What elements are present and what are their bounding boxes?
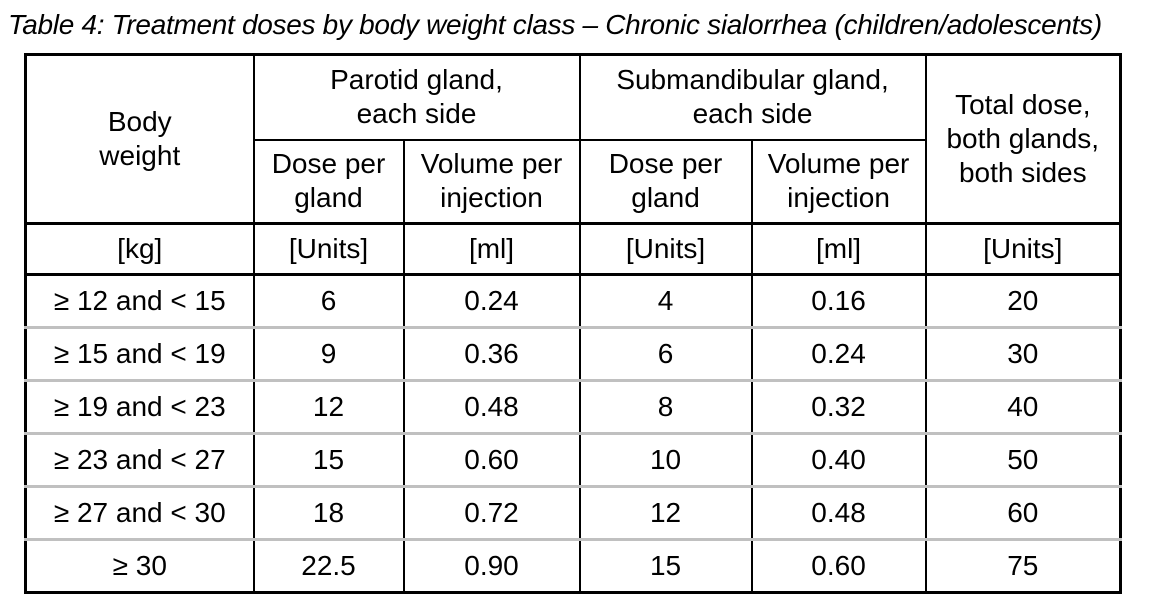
cell-submandibular-dose: 15 bbox=[578, 538, 753, 593]
table-row: ≥ 27 and < 30 18 0.72 12 0.48 60 bbox=[24, 485, 1122, 540]
unit-submandibular-dose: [Units] bbox=[578, 222, 753, 276]
header-submandibular-dose-per-gland: Dose per gland bbox=[578, 139, 753, 224]
table-row: ≥ 15 and < 19 9 0.36 6 0.24 30 bbox=[24, 326, 1122, 381]
unit-body-weight: [kg] bbox=[24, 222, 255, 276]
header-parotid-volume-per-injection: Volume per injection bbox=[402, 139, 581, 224]
unit-parotid-volume: [ml] bbox=[402, 222, 581, 276]
cell-total-dose: 30 bbox=[924, 326, 1122, 381]
cell-submandibular-volume: 0.16 bbox=[750, 274, 927, 328]
cell-body-weight: ≥ 19 and < 23 bbox=[24, 379, 255, 434]
cell-total-dose: 60 bbox=[924, 485, 1122, 540]
table-row: ≥ 23 and < 27 15 0.60 10 0.40 50 bbox=[24, 432, 1122, 487]
header-total-dose: Total dose, both glands, both sides bbox=[924, 54, 1122, 224]
cell-submandibular-dose: 10 bbox=[578, 432, 753, 487]
unit-total-dose: [Units] bbox=[924, 222, 1122, 276]
cell-parotid-volume: 0.36 bbox=[402, 326, 581, 381]
cell-parotid-dose: 12 bbox=[252, 379, 405, 434]
table-row: ≥ 12 and < 15 6 0.24 4 0.16 20 bbox=[24, 274, 1122, 328]
header-submandibular-gland: Submandibular gland, each side bbox=[578, 54, 927, 141]
cell-total-dose: 75 bbox=[924, 538, 1122, 593]
cell-parotid-dose: 9 bbox=[252, 326, 405, 381]
cell-submandibular-dose: 4 bbox=[578, 274, 753, 328]
table-row: ≥ 19 and < 23 12 0.48 8 0.32 40 bbox=[24, 379, 1122, 434]
header-row-groups: Body weight Parotid gland, each side Sub… bbox=[24, 54, 1122, 224]
cell-parotid-volume: 0.90 bbox=[402, 538, 581, 593]
cell-parotid-volume: 0.60 bbox=[402, 432, 581, 487]
header-row-subcolumns: Dose per gland Volume per injection Dose… bbox=[26, 139, 1121, 224]
cell-submandibular-volume: 0.40 bbox=[750, 432, 927, 487]
cell-submandibular-volume: 0.60 bbox=[750, 538, 927, 593]
cell-submandibular-volume: 0.32 bbox=[750, 379, 927, 434]
dose-table: Body weight Parotid gland, each side Sub… bbox=[24, 53, 1123, 594]
cell-total-dose: 50 bbox=[924, 432, 1122, 487]
cell-submandibular-dose: 12 bbox=[578, 485, 753, 540]
cell-parotid-volume: 0.48 bbox=[402, 379, 581, 434]
cell-total-dose: 20 bbox=[924, 274, 1122, 328]
cell-submandibular-dose: 6 bbox=[578, 326, 753, 381]
table-row: ≥ 30 22.5 0.90 15 0.60 75 bbox=[24, 538, 1122, 593]
table-caption: Table 4: Treatment doses by body weight … bbox=[8, 9, 1102, 40]
cell-body-weight: ≥ 30 bbox=[24, 538, 255, 593]
cell-parotid-volume: 0.72 bbox=[402, 485, 581, 540]
header-submandibular-volume-per-injection: Volume per injection bbox=[750, 139, 927, 224]
cell-parotid-dose: 22.5 bbox=[252, 538, 405, 593]
cell-body-weight: ≥ 27 and < 30 bbox=[24, 485, 255, 540]
cell-parotid-dose: 15 bbox=[252, 432, 405, 487]
header-parotid-dose-per-gland: Dose per gland bbox=[252, 139, 405, 224]
cell-parotid-dose: 6 bbox=[252, 274, 405, 328]
cell-submandibular-volume: 0.48 bbox=[750, 485, 927, 540]
cell-total-dose: 40 bbox=[924, 379, 1122, 434]
cell-submandibular-volume: 0.24 bbox=[750, 326, 927, 381]
cell-parotid-dose: 18 bbox=[252, 485, 405, 540]
unit-parotid-dose: [Units] bbox=[252, 222, 405, 276]
header-parotid-gland: Parotid gland, each side bbox=[252, 54, 581, 141]
cell-submandibular-dose: 8 bbox=[578, 379, 753, 434]
cell-parotid-volume: 0.24 bbox=[402, 274, 581, 328]
header-body-weight: Body weight bbox=[24, 54, 255, 224]
unit-submandibular-volume: [ml] bbox=[750, 222, 927, 276]
cell-body-weight: ≥ 23 and < 27 bbox=[24, 432, 255, 487]
units-row: [kg] [Units] [ml] [Units] [ml] [Units] bbox=[24, 222, 1122, 276]
cell-body-weight: ≥ 12 and < 15 bbox=[24, 274, 255, 328]
cell-body-weight: ≥ 15 and < 19 bbox=[24, 326, 255, 381]
